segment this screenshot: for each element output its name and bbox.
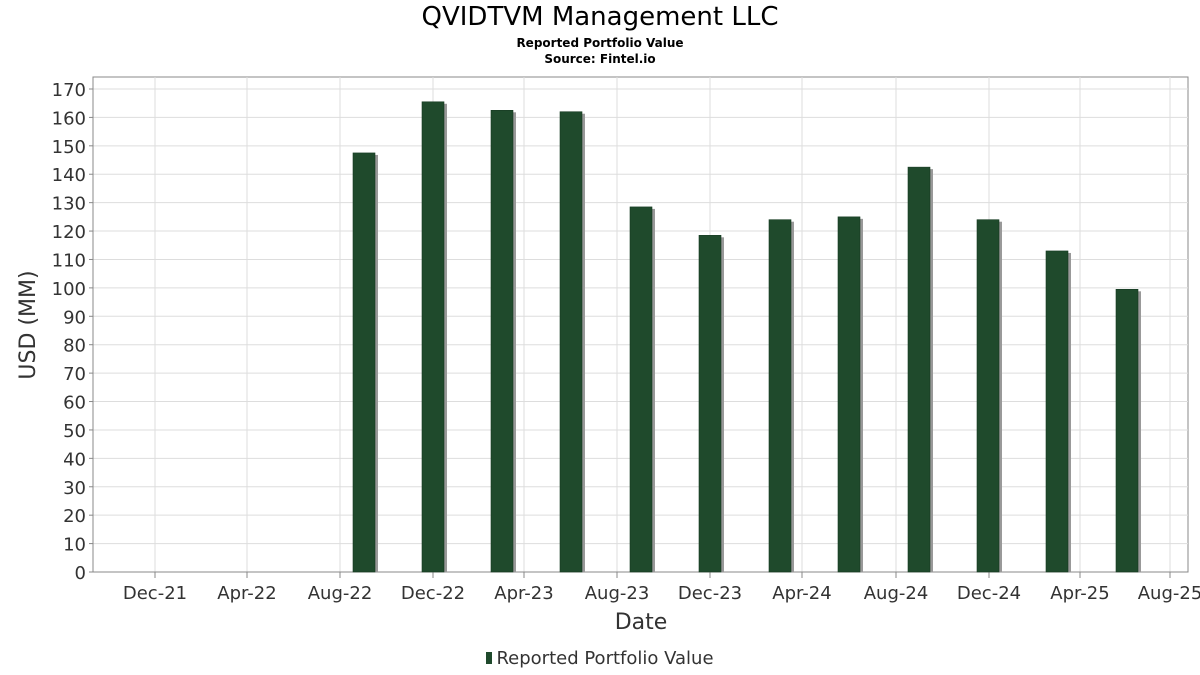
x-tick-label: Dec-22	[401, 583, 465, 604]
bar	[490, 110, 514, 573]
bar	[698, 235, 722, 573]
legend-swatch	[486, 652, 493, 664]
legend-label: Reported Portfolio Value	[496, 648, 714, 669]
y-tick-label: 110	[52, 250, 86, 271]
y-tick-label: 50	[63, 421, 86, 442]
x-tick-label: Apr-22	[217, 583, 276, 604]
chart-subtitle: Reported Portfolio Value	[516, 36, 684, 50]
y-tick-label: 130	[52, 194, 86, 215]
bar	[352, 152, 376, 573]
y-tick-label: 70	[63, 364, 86, 385]
x-tick-label: Aug-22	[308, 583, 373, 604]
y-tick-label: 90	[63, 307, 86, 328]
legend: Reported Portfolio Value	[0, 648, 1200, 669]
y-tick-label: 100	[52, 279, 86, 300]
bar	[559, 111, 583, 573]
y-tick-label: 0	[75, 563, 86, 584]
y-tick-label: 120	[52, 222, 86, 243]
bar	[976, 219, 1000, 573]
x-axis-title: Date	[615, 610, 668, 635]
y-tick-label: 80	[63, 336, 86, 357]
y-tick-label: 10	[63, 535, 86, 556]
y-tick-label: 30	[63, 478, 86, 499]
x-tick-label: Dec-24	[957, 583, 1021, 604]
chart-title: QVIDTVM Management LLC	[421, 2, 779, 32]
y-tick-label: 60	[63, 393, 86, 414]
y-tick-label: 170	[52, 80, 86, 101]
y-tick-label: 140	[52, 165, 86, 186]
x-tick-label: Apr-23	[494, 583, 553, 604]
bar	[768, 219, 792, 573]
y-axis-title: USD (MM)	[16, 270, 41, 379]
bar	[629, 206, 653, 573]
x-tick-label: Aug-24	[864, 583, 929, 604]
bar	[421, 101, 445, 573]
y-tick-label: 150	[52, 137, 86, 158]
x-tick-label: Dec-21	[123, 583, 187, 604]
x-tick-label: Aug-25	[1138, 583, 1200, 604]
y-tick-label: 20	[63, 506, 86, 527]
x-tick-label: Apr-25	[1050, 583, 1109, 604]
x-tick-label: Apr-24	[772, 583, 831, 604]
x-tick-label: Aug-23	[585, 583, 650, 604]
bar	[1045, 250, 1069, 573]
chart-source: Source: Fintel.io	[544, 52, 656, 66]
x-tick-label: Dec-23	[678, 583, 742, 604]
y-tick-label: 40	[63, 449, 86, 470]
bar	[1115, 289, 1139, 573]
bar	[837, 216, 861, 573]
y-tick-label: 160	[52, 108, 86, 129]
bar	[907, 166, 931, 573]
